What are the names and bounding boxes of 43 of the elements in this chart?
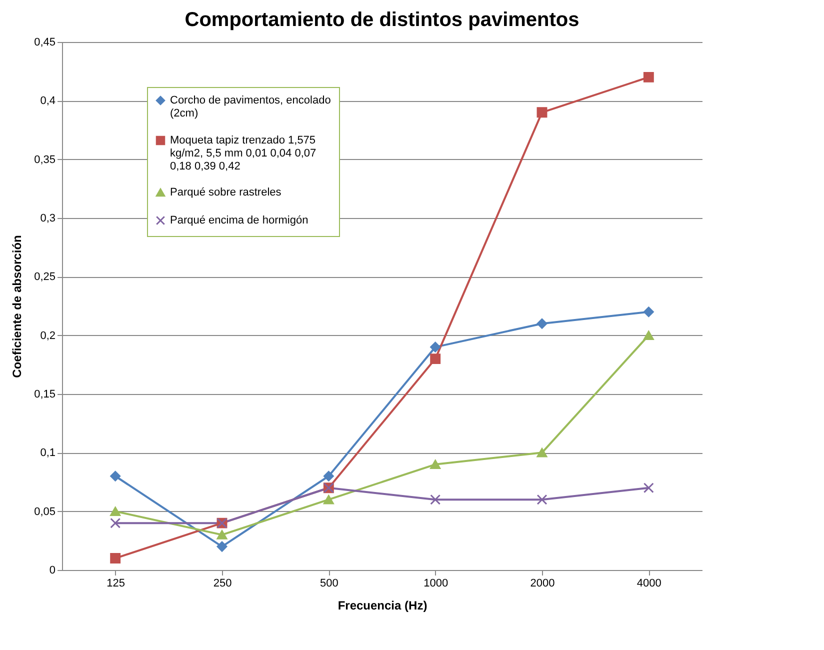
x-tick-label: 2000 xyxy=(530,578,555,590)
point xyxy=(643,306,654,318)
point xyxy=(536,494,548,505)
x-axis-title: Frecuencia (Hz) xyxy=(338,598,428,612)
point xyxy=(430,354,441,364)
point xyxy=(323,494,334,504)
point xyxy=(536,448,548,458)
point xyxy=(110,506,121,516)
y-tick-label: 0,45 xyxy=(34,36,56,48)
y-tick-label: 0,05 xyxy=(34,506,56,518)
point xyxy=(536,107,548,118)
point xyxy=(430,494,441,505)
point xyxy=(110,518,121,528)
point xyxy=(643,482,654,494)
x-tick-label: 1000 xyxy=(424,578,448,590)
y-tick-label: 0,1 xyxy=(40,447,56,460)
y-tick-label: 0,25 xyxy=(34,271,56,284)
y-tick-label: 0,4 xyxy=(40,95,56,108)
y-tick-label: 0 xyxy=(49,564,56,576)
y-tick-label: 0,15 xyxy=(34,388,56,400)
legend-label: Corcho de pavimentos, encolado (2cm) xyxy=(170,94,331,120)
point xyxy=(643,330,654,340)
legend-label: Moqueta tapiz trenzado 1,575 kg/m2, 5,5 mm 0,01 0,04 0,07 0,18 0,39 0,42 xyxy=(170,134,316,172)
point xyxy=(323,470,334,482)
x-tick-label: 500 xyxy=(320,578,338,590)
point xyxy=(643,72,654,82)
x-tick-label: 4000 xyxy=(636,578,662,590)
y-tick-label: 0,3 xyxy=(40,212,56,224)
point xyxy=(216,530,228,540)
legend-label: Parqué sobre rastreles xyxy=(170,186,282,198)
y-axis-title: Coeficiente de absorción xyxy=(10,235,24,378)
point xyxy=(536,318,548,329)
legend-label: Parqué encima de hormigón xyxy=(170,214,308,226)
point xyxy=(430,342,441,352)
x-tick-label: 125 xyxy=(106,578,126,590)
point xyxy=(430,460,441,470)
point xyxy=(110,470,121,482)
y-tick-label: 0,2 xyxy=(40,330,56,342)
chart-title: Comportamiento de distintos pavimentos xyxy=(184,9,580,31)
x-tick-label: 250 xyxy=(213,578,232,590)
point xyxy=(110,553,121,564)
y-tick-label: 0,35 xyxy=(34,154,56,166)
point xyxy=(216,541,228,552)
